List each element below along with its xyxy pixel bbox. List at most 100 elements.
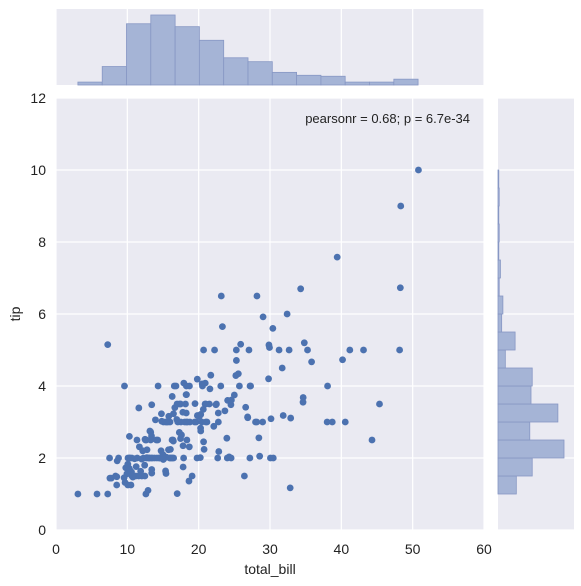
histogram-bar bbox=[101, 66, 127, 86]
scatter-point bbox=[191, 400, 199, 408]
scatter-point bbox=[283, 310, 291, 318]
scatter-point bbox=[158, 410, 165, 418]
scatter-point bbox=[297, 285, 305, 293]
histogram-bar bbox=[296, 74, 322, 86]
scatter-point bbox=[148, 466, 156, 473]
scatter-point bbox=[196, 454, 204, 462]
histogram-bar bbox=[223, 57, 249, 86]
scatter-point bbox=[148, 401, 156, 409]
scatter-point bbox=[324, 382, 331, 390]
histogram-bar bbox=[497, 367, 533, 387]
histogram-bar bbox=[174, 26, 200, 86]
scatter-point bbox=[228, 396, 235, 404]
scatter-point bbox=[299, 394, 307, 401]
scatter-point bbox=[415, 166, 422, 174]
scatter-point bbox=[265, 375, 272, 383]
scatter-point bbox=[259, 313, 267, 321]
scatter-point bbox=[246, 454, 254, 462]
scatter-point bbox=[339, 356, 346, 364]
histogram-bar bbox=[247, 61, 273, 86]
scatter-point bbox=[141, 472, 149, 480]
scatter-point bbox=[154, 382, 162, 390]
scatter-point bbox=[333, 253, 341, 261]
scatter-point bbox=[232, 346, 240, 354]
y-tick-label: 8 bbox=[38, 234, 46, 250]
marginal-y-histogram bbox=[497, 169, 565, 495]
scatter-point bbox=[143, 446, 151, 454]
y-tick-label: 0 bbox=[38, 522, 46, 538]
x-tick-label: 10 bbox=[120, 541, 136, 557]
y-tick-label: 4 bbox=[38, 378, 46, 394]
scatter-point bbox=[135, 404, 143, 412]
histogram-bar bbox=[497, 457, 533, 477]
scatter-point bbox=[186, 382, 193, 390]
scatter-point bbox=[170, 454, 178, 462]
histogram-bar bbox=[320, 75, 346, 86]
histogram-bar bbox=[393, 78, 419, 86]
histogram-bar bbox=[497, 241, 500, 261]
scatter-point bbox=[214, 418, 222, 426]
scatter-point bbox=[287, 414, 295, 422]
scatter-point bbox=[269, 454, 277, 462]
histogram-bar bbox=[497, 313, 503, 333]
x-tick-label: 50 bbox=[405, 541, 421, 557]
scatter-point bbox=[256, 452, 264, 460]
histogram-bar bbox=[497, 439, 565, 459]
scatter-point bbox=[113, 473, 121, 481]
scatter-point bbox=[267, 415, 275, 423]
scatter-point bbox=[179, 463, 187, 471]
histogram-bar bbox=[497, 421, 531, 441]
scatter-point bbox=[368, 436, 376, 444]
x-tick-labels: 0 10 20 30 40 50 60 bbox=[52, 541, 492, 557]
histogram-bar bbox=[497, 223, 500, 243]
scatter-point bbox=[172, 382, 180, 390]
scatter-point bbox=[199, 406, 207, 413]
scatter-point bbox=[141, 461, 149, 469]
scatter-point bbox=[300, 339, 308, 347]
scatter-point bbox=[197, 427, 205, 435]
scatter-point bbox=[93, 490, 101, 498]
scatter-point bbox=[253, 418, 261, 426]
histogram-bar bbox=[497, 349, 506, 369]
scatter-point bbox=[179, 442, 187, 450]
scatter-point bbox=[186, 418, 194, 426]
scatter-point bbox=[178, 431, 185, 439]
histogram-bar bbox=[126, 23, 152, 86]
scatter-point bbox=[210, 422, 218, 430]
histogram-bar bbox=[497, 277, 500, 297]
scatter-point bbox=[203, 418, 211, 426]
scatter-point bbox=[214, 454, 222, 462]
histogram-bar bbox=[497, 331, 516, 351]
scatter-point bbox=[227, 454, 235, 462]
scatter-point bbox=[396, 346, 404, 354]
histogram-bar bbox=[497, 259, 501, 279]
scatter-point bbox=[192, 418, 200, 426]
y-tick-label: 2 bbox=[38, 450, 46, 466]
scatter-point bbox=[162, 470, 170, 477]
y-axis-label: tip bbox=[7, 306, 23, 321]
scatter-point bbox=[360, 346, 367, 354]
scatter-point bbox=[396, 284, 404, 292]
scatter-point bbox=[219, 323, 226, 330]
scatter-point bbox=[167, 445, 174, 453]
scatter-point bbox=[245, 346, 253, 354]
scatter-point bbox=[255, 434, 263, 442]
scatter-point bbox=[106, 454, 113, 462]
scatter-point bbox=[247, 382, 255, 390]
scatter-point bbox=[113, 481, 121, 489]
scatter-point bbox=[304, 346, 311, 354]
scatter-point bbox=[259, 418, 267, 426]
scatter-point bbox=[193, 375, 201, 383]
scatter-point bbox=[217, 382, 225, 390]
histogram-bar bbox=[497, 385, 532, 405]
scatter-point bbox=[200, 445, 208, 453]
histogram-bar bbox=[497, 205, 500, 225]
scatter-point bbox=[230, 391, 238, 399]
histogram-bar bbox=[497, 169, 500, 189]
scatter-point bbox=[188, 472, 196, 480]
scatter-point bbox=[275, 346, 283, 354]
scatter-point bbox=[240, 472, 248, 480]
scatter-point bbox=[207, 371, 215, 379]
histogram-bar bbox=[198, 39, 225, 86]
scatter-point bbox=[185, 477, 193, 485]
